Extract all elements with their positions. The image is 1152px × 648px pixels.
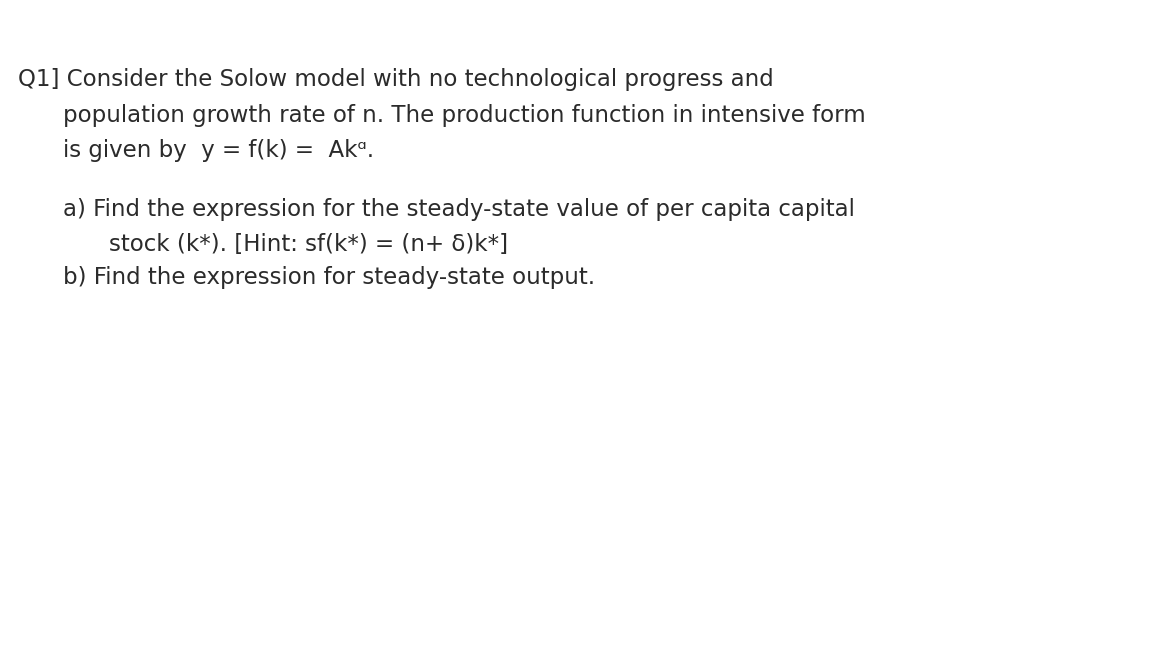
Text: Q1] Consider the Solow model with no technological progress and: Q1] Consider the Solow model with no tec… [18,68,774,91]
Text: a) Find the expression for the steady-state value of per capita capital: a) Find the expression for the steady-st… [63,198,855,220]
Text: b) Find the expression for steady-state output.: b) Find the expression for steady-state … [63,266,596,288]
Text: population growth rate of n. The production function in intensive form: population growth rate of n. The product… [63,104,866,126]
Text: stock (k*). [Hint: sf(k*) = (n+ δ)k*]: stock (k*). [Hint: sf(k*) = (n+ δ)k*] [109,233,508,256]
Text: is given by  y = f(k) =  Akᵅ.: is given by y = f(k) = Akᵅ. [63,139,374,162]
